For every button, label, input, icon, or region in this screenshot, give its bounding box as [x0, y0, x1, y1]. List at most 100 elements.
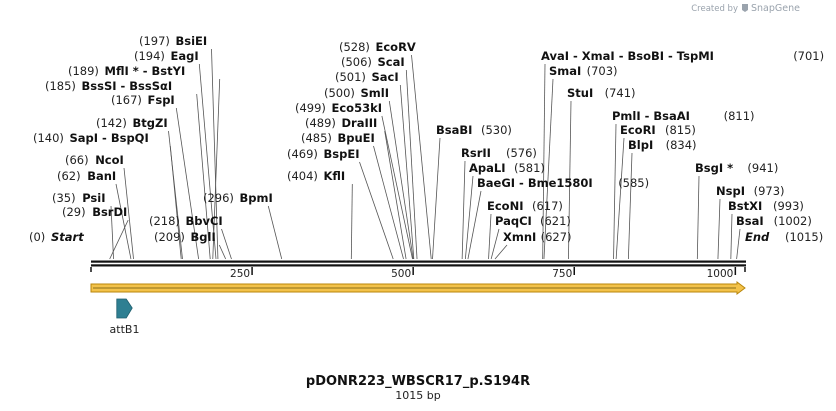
cut-site-line: [196, 93, 211, 260]
cut-site-line: [211, 48, 219, 260]
orf-arrow[interactable]: [90, 281, 746, 295]
enzyme-name: SapI - BspQI: [70, 131, 149, 145]
cut-site-line: [464, 175, 474, 260]
cut-site-pos: (973): [754, 184, 785, 198]
cut-site-29[interactable]: (627) XmnI: [503, 230, 572, 244]
enzyme-name: BbvCI: [186, 214, 223, 228]
backbone-bottom-strand: [91, 264, 746, 267]
cut-site-11[interactable]: (209) BglI: [154, 230, 216, 244]
cut-site-line: [411, 54, 432, 260]
cut-site-19[interactable]: (500) SmlI: [324, 86, 389, 100]
cut-site-4[interactable]: (140) SapI - BspQI: [33, 131, 149, 145]
cut-site-labels: (29) BsrDI (35) PsiI (62) BanI (66) NcoI (140) Sa…: [33, 34, 824, 244]
cut-site-32[interactable]: (741) StuI: [567, 86, 636, 100]
enzyme-name: PmlI - BsaAI: [612, 109, 690, 123]
cut-site-pos: (185): [45, 79, 76, 93]
cut-site-20[interactable]: (501) SacI: [335, 70, 399, 84]
enzyme-name: PaqCI: [495, 214, 532, 228]
cut-site-23[interactable]: (530) BsaBI: [436, 123, 512, 137]
cut-site-line: [381, 115, 413, 260]
enzyme-name: RsrII: [461, 146, 491, 160]
cut-site-line: [627, 152, 633, 260]
cut-site-31[interactable]: (703) SmaI: [549, 64, 618, 78]
cut-site-line: [388, 100, 414, 260]
cut-site-22[interactable]: (528) EcoRV: [339, 40, 416, 54]
cut-site-16[interactable]: (485) BpuEI: [301, 131, 375, 145]
enzyme-name: FspI: [148, 93, 175, 107]
cut-site-13[interactable]: (296) BpmI: [203, 191, 273, 205]
credit-brand: SnapGene: [751, 3, 800, 14]
cut-site-line: [730, 213, 733, 260]
enzyme-name: DraIII: [342, 116, 378, 130]
cut-site-line: [218, 244, 227, 260]
cut-site-17[interactable]: (489) DraIII: [305, 116, 377, 130]
cut-site-21[interactable]: (506) ScaI: [341, 55, 405, 69]
cut-site-37[interactable]: (973) NspI: [716, 184, 785, 198]
cut-site-pos: (35): [52, 191, 76, 205]
cut-site-27[interactable]: (617) EcoNI: [487, 199, 563, 213]
cut-site-5[interactable]: (142) BtgZI: [96, 116, 168, 130]
enzyme-name: EcoRV: [376, 40, 416, 54]
cut-site-15[interactable]: (469) BspEI: [287, 147, 359, 161]
cut-site-line: [488, 213, 492, 260]
cut-site-3[interactable]: (66) NcoI: [65, 153, 124, 167]
cut-site-2[interactable]: (62) BanI: [57, 169, 116, 183]
feature-arrow-icon: [116, 298, 133, 319]
cut-site-pos: (703): [587, 64, 618, 78]
start-pos: (0): [29, 230, 45, 244]
end-marker: End (1015): [745, 230, 823, 244]
enzyme-name: SmlI: [361, 86, 390, 100]
enzyme-name: BpmI: [240, 191, 273, 205]
cut-site-pos: (815): [665, 123, 696, 137]
cut-site-line: [109, 219, 129, 260]
cut-site-pos: (528): [339, 40, 370, 54]
cut-site-pos: (489): [305, 116, 336, 130]
cut-site-pos: (581): [514, 161, 545, 175]
cut-site-pos: (576): [506, 146, 537, 160]
cut-site-26[interactable]: (585) BaeGI - Bme1580I: [477, 176, 649, 190]
cut-site-12[interactable]: (218) BbvCI: [149, 214, 223, 228]
cut-site-1[interactable]: (35) PsiI: [52, 191, 105, 205]
cut-site-39[interactable]: (1002) BsaI: [736, 214, 812, 228]
feature-label: attB1: [110, 323, 140, 336]
credit-prefix: Created by: [691, 4, 738, 14]
cut-site-7[interactable]: (185) BssSI - BssSαI: [45, 79, 172, 93]
cut-site-0[interactable]: (29) BsrDI: [62, 205, 127, 219]
snapgene-logo-icon: [742, 4, 748, 12]
feature-attB1[interactable]: attB1: [110, 298, 140, 336]
enzyme-name: ApaLI: [469, 161, 506, 175]
cut-site-8[interactable]: (189) MflI * - BstYI: [68, 64, 185, 78]
cut-site-pos: (993): [773, 199, 804, 213]
cut-site-36[interactable]: (941) BsgI *: [695, 161, 778, 175]
cut-site-18[interactable]: (499) Eco53kI: [295, 101, 382, 115]
end-label: End: [745, 230, 770, 244]
cut-site-25[interactable]: (581) ApaLI: [469, 161, 545, 175]
cut-site-30[interactable]: (701) AvaI - XmaI - BsoBI - TspMI: [541, 49, 824, 63]
cut-site-6[interactable]: (167) FspI: [111, 93, 175, 107]
cut-site-28[interactable]: (621) PaqCI: [495, 214, 571, 228]
enzyme-name: BglI: [191, 230, 216, 244]
cut-site-38[interactable]: (993) BstXI: [728, 199, 804, 213]
cut-site-pos: (194): [134, 49, 165, 63]
enzyme-name: BanI: [87, 169, 116, 183]
cut-site-line: [221, 228, 232, 260]
cut-site-35[interactable]: (834) BlpI: [628, 138, 697, 152]
cut-site-line: [543, 78, 554, 260]
cut-site-14[interactable]: (404) KflI: [287, 169, 345, 183]
cut-site-pos: (189): [68, 64, 99, 78]
cut-site-line: [198, 63, 217, 260]
cut-site-10[interactable]: (197) BsiEI: [139, 34, 207, 48]
start-marker: (0) Start: [29, 230, 84, 244]
cut-site-9[interactable]: (194) EagI: [134, 49, 199, 63]
cut-site-pos: (621): [540, 214, 571, 228]
plasmid-length: 1015 bp: [395, 389, 440, 402]
cut-site-33[interactable]: (811) PmlI - BsaAI: [612, 109, 755, 123]
cut-site-line: [267, 205, 283, 260]
cut-site-pos: (500): [324, 86, 355, 100]
cut-site-24[interactable]: (576) RsrII: [461, 146, 537, 160]
cut-site-lines: [109, 48, 741, 260]
end-pos: (1015): [785, 230, 823, 244]
enzyme-name: PsiI: [82, 191, 105, 205]
tick-label: 1000: [707, 268, 734, 280]
cut-site-34[interactable]: (815) EcoRI: [620, 123, 696, 137]
